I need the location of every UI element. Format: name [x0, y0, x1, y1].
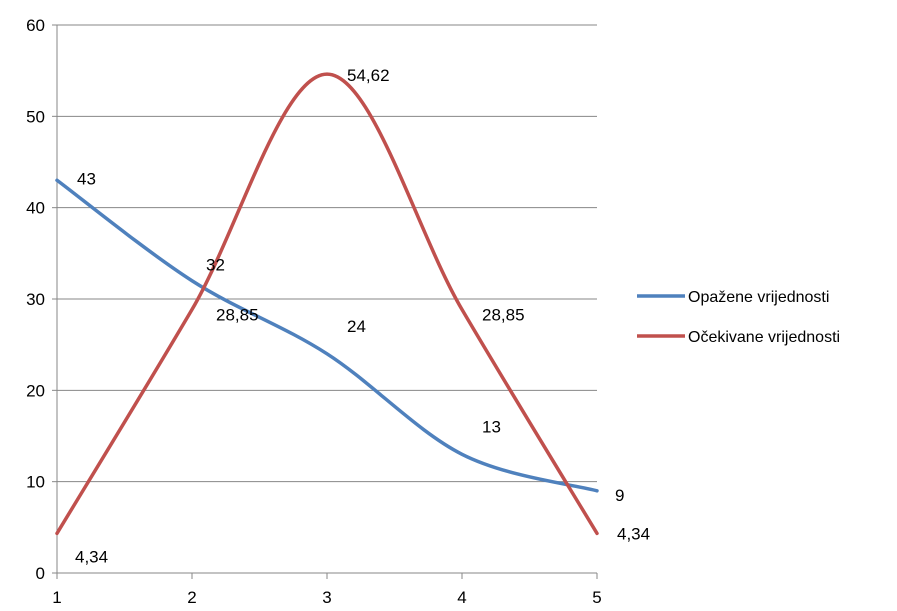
legend-label-1: Opažene vrijednosti [688, 289, 829, 306]
x-tick-label-3: 3 [322, 588, 331, 607]
y-tick-label-10: 10 [26, 473, 45, 492]
x-tick-label-2: 2 [187, 588, 196, 607]
data-label-s2-p5: 4,34 [617, 524, 650, 543]
data-label-s2-p1: 4,34 [75, 547, 108, 566]
x-tick-label-4: 4 [457, 588, 466, 607]
series-line-2 [55, 72, 599, 536]
gridlines [57, 24, 597, 483]
y-tick-label-30: 30 [26, 290, 45, 309]
x-tick-label-1: 1 [52, 588, 61, 607]
data-label-s1-p5: 9 [615, 486, 624, 505]
y-tick-label-50: 50 [26, 107, 45, 126]
data-label-s1-p3: 24 [347, 317, 366, 336]
legend: Opažene vrijednosti Očekivane vrijednosti [637, 289, 840, 346]
data-labels: 43 32 24 13 9 4,34 28,85 54,62 28,85 4,34 [75, 66, 650, 566]
y-tick-label-40: 40 [26, 199, 45, 218]
data-label-s1-p1: 43 [77, 169, 96, 188]
x-tick-label-5: 5 [592, 588, 601, 607]
data-label-s2-p4: 28,85 [482, 306, 525, 325]
data-label-s2-p2: 28,85 [216, 306, 259, 325]
y-tick-label-60: 60 [26, 16, 45, 35]
y-tick-label-20: 20 [26, 381, 45, 400]
y-tick-label-0: 0 [36, 564, 45, 583]
data-label-s1-p4: 13 [482, 417, 501, 436]
series-lines [55, 72, 599, 536]
data-label-s2-p3: 54,62 [347, 66, 390, 85]
axes: 0 10 20 30 40 50 60 1 2 3 4 5 [26, 16, 602, 607]
data-label-s1-p2: 32 [206, 256, 225, 275]
legend-label-2: Očekivane vrijednosti [688, 329, 840, 346]
series-line-1 [55, 178, 599, 493]
